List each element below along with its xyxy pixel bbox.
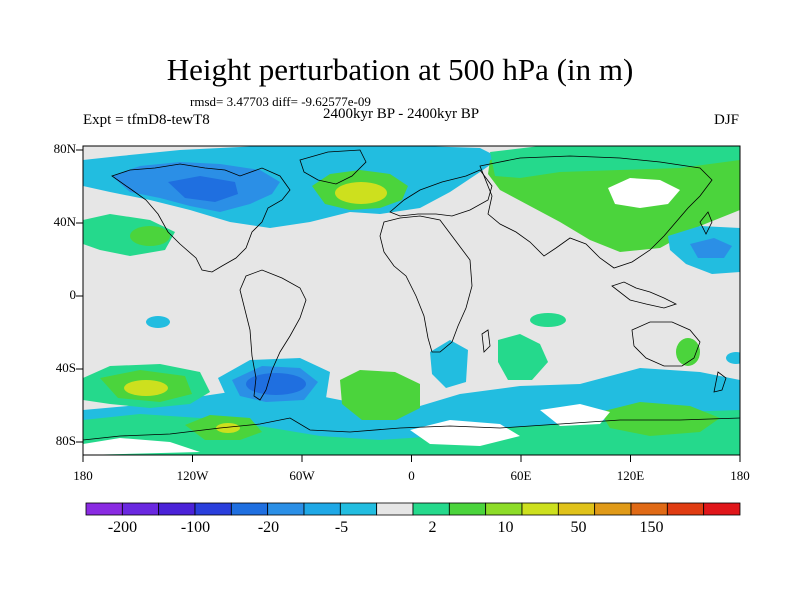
colorbar-cell bbox=[121, 502, 160, 516]
contour-tropical-patch-2 bbox=[530, 313, 566, 327]
colorbar-cell bbox=[339, 502, 378, 516]
colorbar-cell bbox=[412, 502, 450, 516]
contour-pacific-core bbox=[690, 238, 732, 258]
contour-indian-white bbox=[540, 404, 610, 426]
coast-new-zealand bbox=[713, 371, 727, 393]
lon-label-60w: 60W bbox=[289, 468, 315, 483]
lon-label-180e: 180 bbox=[730, 468, 750, 483]
coast-antarctica bbox=[83, 417, 740, 441]
contour-australia-patch bbox=[676, 338, 700, 366]
colorbar-cell bbox=[448, 502, 487, 516]
coast-north-america bbox=[111, 163, 291, 273]
colorbar-label-7: 50 bbox=[570, 519, 587, 536]
contour-asia-outer bbox=[490, 146, 740, 178]
contour-indian-ocean bbox=[498, 334, 548, 380]
colorbar-cell bbox=[557, 502, 596, 516]
season-label: DJF bbox=[713, 112, 739, 128]
contour-sh-outer-green bbox=[83, 410, 740, 455]
coast-indonesia bbox=[611, 281, 678, 309]
colorbar-label-5: 2 bbox=[428, 519, 437, 536]
contour-atlantic-core bbox=[335, 182, 387, 204]
colorbar-label-8: 150 bbox=[639, 519, 664, 536]
axis-ticks bbox=[76, 149, 741, 462]
stats-line: rmsd= 3.47703 diff= -9.62577e-09 bbox=[190, 94, 371, 109]
contour-east-edge bbox=[726, 352, 740, 364]
lat-label-80s: 80S bbox=[55, 433, 76, 448]
colorbar-label-4: -5 bbox=[334, 519, 349, 536]
colorbar-cell bbox=[85, 502, 123, 516]
colorbar-cell bbox=[485, 502, 523, 516]
colorbar-label-2: -100 bbox=[180, 519, 211, 536]
lat-label-40s: 40S bbox=[55, 360, 76, 375]
colorbar-cell bbox=[230, 502, 269, 516]
colorbar-cell bbox=[630, 502, 668, 516]
colorbar-label-3: -20 bbox=[257, 519, 280, 536]
coast-asia bbox=[479, 155, 713, 269]
colorbar-cell bbox=[194, 502, 232, 516]
lon-label-120e: 120E bbox=[616, 468, 645, 483]
coast-europe bbox=[389, 169, 493, 217]
colorbar-cell bbox=[158, 502, 196, 516]
colorbar-cell bbox=[666, 502, 705, 516]
colorbar-cell bbox=[267, 502, 305, 516]
colorbar-cell bbox=[594, 502, 632, 516]
coast-africa bbox=[379, 215, 473, 353]
coast-japan bbox=[699, 211, 713, 235]
map-panel bbox=[83, 146, 740, 455]
lon-label-60e: 60E bbox=[510, 468, 532, 483]
contour-satlantic-high bbox=[340, 370, 420, 420]
coast-madagascar bbox=[481, 329, 491, 353]
colorbar-cell bbox=[703, 502, 741, 516]
colorbar-label-1: -200 bbox=[107, 519, 138, 536]
contour-samerica-core bbox=[246, 373, 306, 395]
lon-label-0: 0 bbox=[408, 468, 415, 483]
lat-label-80n: 80N bbox=[53, 141, 76, 156]
contour-se-pacific-white bbox=[83, 438, 200, 455]
contour-tropical-patch-1 bbox=[146, 316, 170, 328]
lat-label-0: 0 bbox=[69, 287, 77, 302]
lat-label-40n: 40N bbox=[53, 214, 76, 229]
contour-nepacific-core bbox=[130, 226, 170, 246]
contour-antarctic-east bbox=[600, 402, 720, 436]
contour-namerica-core bbox=[168, 176, 238, 202]
experiment-label: Expt = tfmD8-tewT8 bbox=[83, 112, 210, 128]
colorbar-label-6: 10 bbox=[497, 519, 514, 536]
colorbar-cell bbox=[303, 502, 341, 516]
map-title: Height perturbation at 500 hPa (in m) bbox=[166, 52, 634, 87]
coast-australia bbox=[631, 321, 701, 367]
colorbar-cell bbox=[521, 502, 559, 516]
period-subtitle: 2400kyr BP - 2400kyr BP bbox=[323, 106, 480, 122]
lon-label-180w: 180 bbox=[73, 468, 93, 483]
colorbar bbox=[85, 502, 741, 516]
contour-asia-white bbox=[608, 178, 680, 208]
coastlines bbox=[83, 149, 740, 441]
coast-south-america bbox=[239, 269, 307, 401]
colorbar-cell bbox=[376, 502, 414, 516]
contour-swpacific-core bbox=[124, 380, 168, 396]
contour-antarctic-core bbox=[216, 423, 240, 433]
lon-label-120w: 120W bbox=[176, 468, 209, 483]
coast-greenland bbox=[299, 149, 367, 185]
